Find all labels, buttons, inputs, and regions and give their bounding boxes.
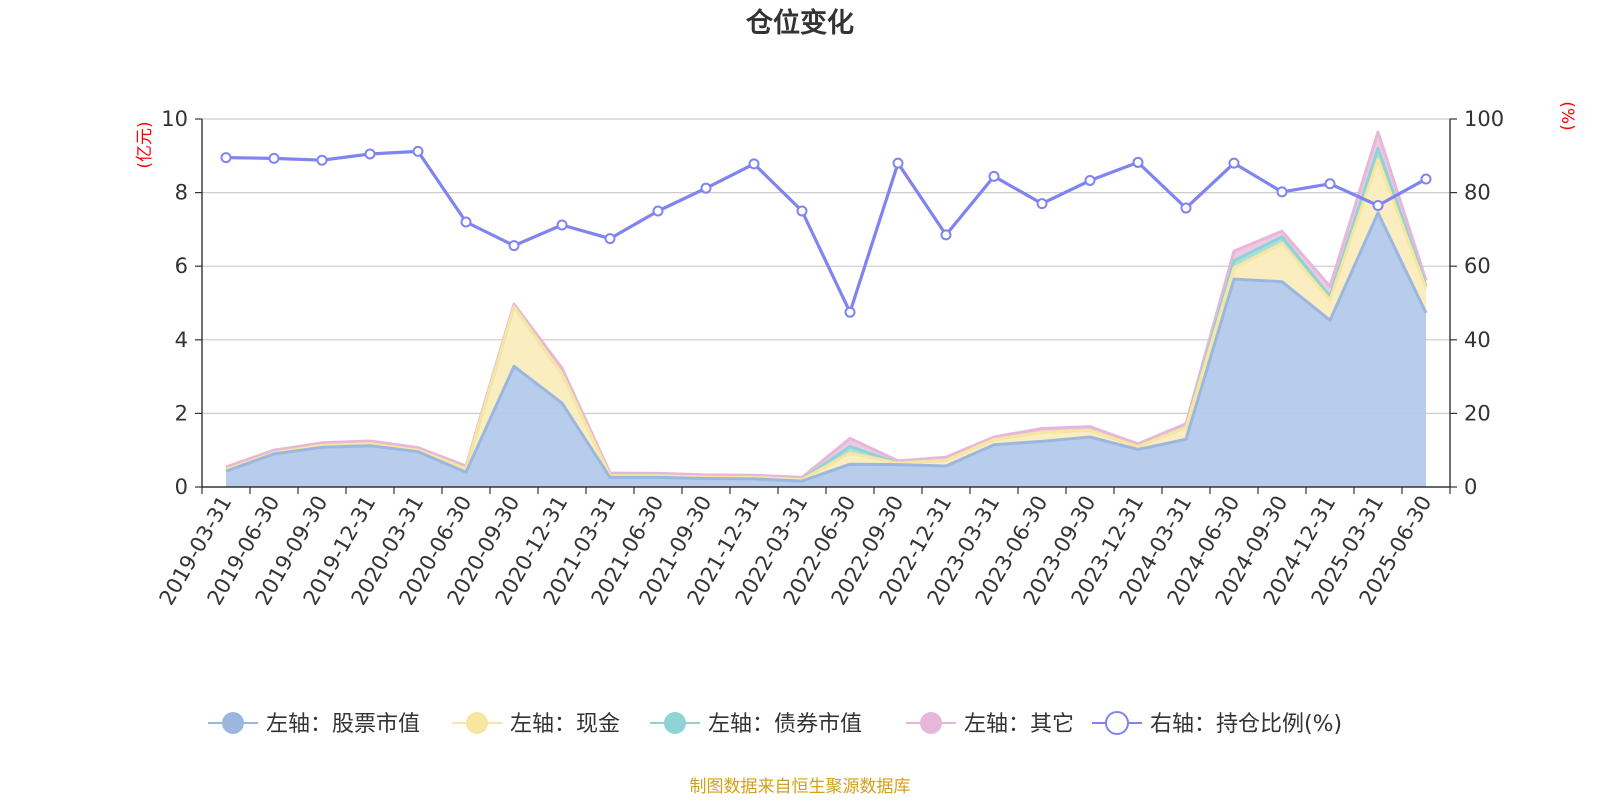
- legend-marker: [920, 712, 942, 734]
- right-axis-tick-label: 100: [1464, 107, 1504, 131]
- legend-label: 左轴：债券市值: [708, 712, 862, 737]
- ratio-point: [892, 157, 904, 169]
- legend-marker: [664, 712, 686, 734]
- right-axis-tick-label: 80: [1464, 181, 1491, 205]
- legend-item[interactable]: 左轴：股票市值: [208, 712, 420, 737]
- legend-label: 左轴：其它: [964, 712, 1074, 737]
- stacked-areas: [225, 130, 1428, 488]
- legend-item[interactable]: 右轴：持仓比例(%): [1092, 711, 1342, 737]
- left-axis-tick-label: 8: [175, 181, 188, 205]
- ratio-point: [460, 216, 472, 228]
- ratio-point: [316, 154, 328, 166]
- ratio-point: [1276, 186, 1288, 198]
- ratio-point: [1324, 178, 1336, 190]
- position-ratio-line: [220, 145, 1432, 318]
- legend-item[interactable]: 左轴：其它: [906, 712, 1074, 737]
- area-edge-左轴：现金: [225, 158, 1428, 482]
- ratio-point: [1180, 202, 1192, 214]
- legend-label: 右轴：持仓比例(%): [1150, 712, 1342, 737]
- ratio-point: [1036, 198, 1048, 210]
- ratio-point: [1420, 173, 1432, 185]
- ratio-point: [604, 233, 616, 245]
- area-左轴：股票市值: [226, 212, 1426, 488]
- right-axis-tick-label: 0: [1464, 475, 1477, 499]
- ratio-point: [508, 240, 520, 252]
- right-axis-tick-label: 60: [1464, 254, 1491, 278]
- ratio-point: [700, 182, 712, 194]
- right-axis-tick-label: 20: [1464, 401, 1491, 425]
- right-axis-unit: (%): [1557, 101, 1577, 130]
- legend[interactable]: 左轴：股票市值 左轴：现金 左轴：债券市值 左轴：其它 右轴：持仓比例(%): [208, 711, 1342, 737]
- left-axis-unit: (亿元): [135, 121, 155, 168]
- legend-marker: [466, 712, 488, 734]
- ratio-point: [748, 158, 760, 170]
- area-edge-左轴：其它: [225, 130, 1428, 479]
- left-axis-tick-label: 10: [161, 107, 188, 131]
- ratio-point: [1372, 199, 1384, 211]
- right-axis-tick-label: 40: [1464, 328, 1491, 352]
- ratio-point: [988, 170, 1000, 182]
- ratio-point: [940, 229, 952, 241]
- ratio-point: [1228, 157, 1240, 169]
- area-edge-左轴：股票市值: [225, 211, 1428, 483]
- legend-item[interactable]: 左轴：现金: [452, 712, 620, 737]
- legend-item[interactable]: 左轴：债券市值: [650, 712, 862, 737]
- legend-label: 左轴：股票市值: [266, 712, 420, 737]
- ratio-point: [556, 219, 568, 231]
- ratio-point: [844, 306, 856, 318]
- chart-title: 仓位变化: [745, 7, 854, 39]
- left-axis-tick-label: 4: [175, 328, 188, 352]
- ratio-point: [1132, 156, 1144, 168]
- ratio-point: [268, 152, 280, 164]
- left-axis-tick-label: 6: [175, 254, 188, 278]
- ratio-point: [652, 205, 664, 217]
- ratio-point: [796, 205, 808, 217]
- source-note: 制图数据来自恒生聚源数据库: [690, 777, 911, 797]
- left-axis-tick-label: 2: [175, 401, 188, 425]
- ratio-line-path: [225, 149, 1427, 314]
- ratio-point: [1084, 174, 1096, 186]
- legend-label: 左轴：现金: [510, 712, 620, 737]
- ratio-point: [220, 152, 232, 164]
- ratio-point: [364, 148, 376, 160]
- legend-marker: [222, 712, 244, 734]
- left-axis-tick-label: 0: [175, 475, 188, 499]
- legend-marker: [1105, 711, 1129, 735]
- ratio-point: [412, 145, 424, 157]
